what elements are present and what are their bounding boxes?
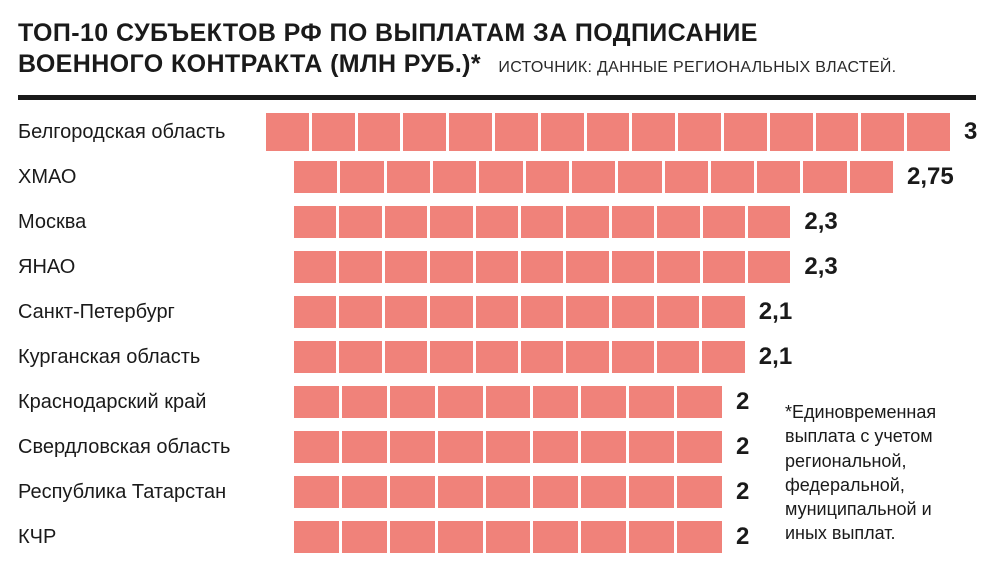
bar-track: 2 (266, 515, 749, 560)
bar (294, 521, 722, 553)
bar-value: 2 (736, 523, 749, 551)
bar-track: 2 (266, 470, 749, 515)
bar-value: 2,3 (804, 253, 837, 281)
bar-ticks (294, 341, 745, 373)
bar (294, 206, 790, 238)
bar (294, 341, 745, 373)
chart-source: ИСТОЧНИК: ДАННЫЕ РЕГИОНАЛЬНЫХ ВЛАСТЕЙ. (498, 59, 896, 76)
chart-title-line2-wrap: ВОЕННОГО КОНТРАКТА (МЛН РУБ.)* ИСТОЧНИК:… (18, 49, 976, 80)
bar-row: Москва 2,3 (18, 200, 976, 245)
bar (294, 161, 893, 193)
bar-value: 2,75 (907, 163, 954, 191)
bar-value: 2,1 (759, 298, 792, 326)
bar-ticks (294, 521, 722, 553)
bar-value: 2 (736, 388, 749, 416)
bar-value: 2,3 (804, 208, 837, 236)
chart-title-line2: ВОЕННОГО КОНТРАКТА (МЛН РУБ.)* (18, 50, 481, 78)
bar-value: 2 (736, 478, 749, 506)
bar-ticks (266, 113, 950, 151)
bar-label: Москва (18, 211, 266, 234)
bar-track: 2 (266, 425, 749, 470)
bar-ticks (294, 296, 745, 328)
bar-value: 2 (736, 433, 749, 461)
chart-container: ТОП-10 СУБЪЕКТОВ РФ ПО ВЫПЛАТАМ ЗА ПОДПИ… (0, 0, 1000, 569)
bar-ticks (294, 476, 722, 508)
bar-label: ХМАО (18, 166, 266, 189)
bar-track: 2,1 (266, 335, 792, 380)
chart-title-line1: ТОП-10 СУБЪЕКТОВ РФ ПО ВЫПЛАТАМ ЗА ПОДПИ… (18, 18, 976, 49)
bar-label: Краснодарский край (18, 391, 266, 414)
bar-track: 2,1 (266, 290, 792, 335)
chart-header: ТОП-10 СУБЪЕКТОВ РФ ПО ВЫПЛАТАМ ЗА ПОДПИ… (18, 18, 976, 81)
bar-ticks (294, 251, 790, 283)
bar (294, 431, 722, 463)
bar-ticks (294, 431, 722, 463)
bar-row: ХМАО 2,75 (18, 155, 976, 200)
bar-ticks (294, 206, 790, 238)
bar-label: Курганская область (18, 346, 266, 369)
bar-label: ЯНАО (18, 256, 266, 279)
bar-row: Курганская область 2,1 (18, 335, 976, 380)
bar-track: 2,3 (266, 245, 838, 290)
bar-track: 2,75 (266, 155, 954, 200)
bar-label: Республика Татарстан (18, 481, 266, 504)
bar-label: Санкт-Петербург (18, 301, 266, 324)
bar-track: 3 (266, 110, 977, 155)
bar-label: Свердловская область (18, 436, 266, 459)
chart-footnote: *Единовременная выплата с учетом региона… (785, 400, 970, 546)
bar (294, 476, 722, 508)
bar-ticks (294, 386, 722, 418)
bar-value: 2,1 (759, 343, 792, 371)
bar (266, 113, 950, 151)
bar (294, 296, 745, 328)
bar-row: Санкт-Петербург 2,1 (18, 290, 976, 335)
bar-row: Белгородская область 3 (18, 110, 976, 155)
divider-rule (18, 95, 976, 100)
bar-ticks (294, 161, 893, 193)
bar-value: 3 (964, 118, 977, 146)
bar-label: КЧР (18, 526, 266, 549)
bar (294, 386, 722, 418)
bar (294, 251, 790, 283)
bar-track: 2,3 (266, 200, 838, 245)
bar-label: Белгородская область (18, 121, 266, 144)
bar-row: ЯНАО 2,3 (18, 245, 976, 290)
bar-track: 2 (266, 380, 749, 425)
